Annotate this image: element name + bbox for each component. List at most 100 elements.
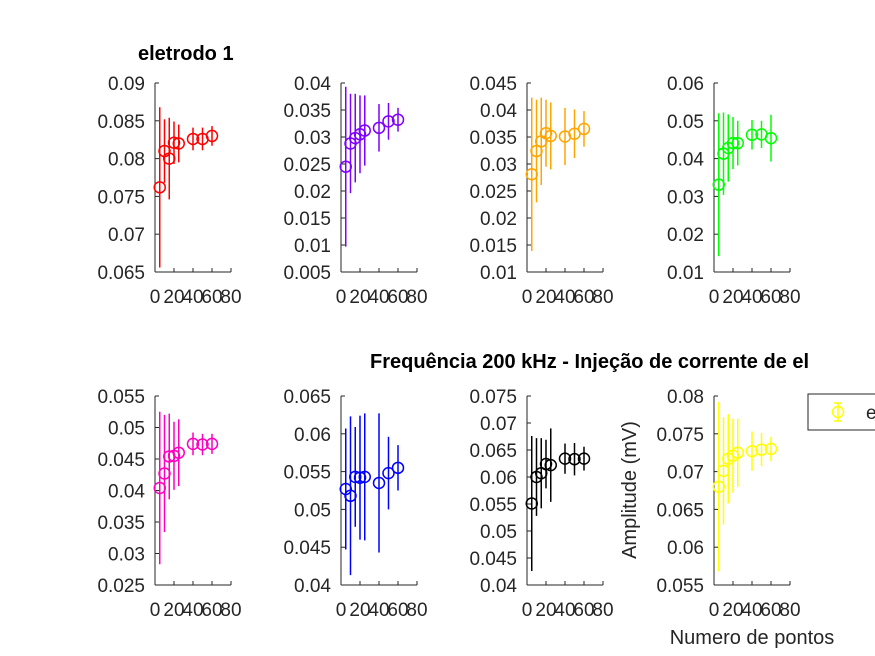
x-tick-label: 60 bbox=[760, 600, 781, 621]
subplot-5: 0.025 0.03 0.035 0.04 0.045 0.05 0.055 0 2040608… bbox=[97, 387, 241, 621]
y-tick-label: 0.05 bbox=[294, 500, 331, 521]
y-tick-label: 0.04 bbox=[294, 74, 331, 95]
x-tick-label: 40 bbox=[741, 287, 762, 308]
point-marker bbox=[558, 452, 572, 465]
y-tick-label: 0.055 bbox=[469, 495, 517, 516]
y-tick-label: 0.08 bbox=[108, 150, 145, 171]
y-tick-label: 0.035 bbox=[469, 128, 517, 149]
legend-entry-label: e bbox=[866, 403, 875, 424]
data-point bbox=[205, 433, 219, 454]
x-tick-label: 20 bbox=[349, 287, 370, 308]
point-marker bbox=[544, 129, 557, 143]
y-tick-label: 0.015 bbox=[283, 209, 331, 230]
data-point bbox=[172, 419, 185, 487]
point-marker bbox=[186, 132, 200, 146]
data-point bbox=[568, 109, 581, 159]
data-point bbox=[530, 99, 543, 203]
point-marker bbox=[577, 122, 591, 136]
y-tick-label: 0.025 bbox=[97, 576, 145, 597]
data-point bbox=[372, 413, 386, 553]
point-marker bbox=[391, 461, 405, 475]
data-point bbox=[153, 107, 166, 268]
y-tick-label: 0.045 bbox=[283, 538, 331, 559]
data-point bbox=[717, 417, 730, 525]
y-tick-label: 0.065 bbox=[97, 263, 145, 284]
y-tick-label: 0.01 bbox=[480, 263, 517, 284]
y-tick-label: 0.075 bbox=[656, 425, 704, 446]
x-axis-label: Numero de pontos bbox=[670, 627, 835, 649]
point-marker bbox=[205, 129, 219, 143]
x-tick-label: 80 bbox=[779, 287, 800, 308]
y-tick-label: 0.085 bbox=[97, 112, 145, 133]
subplot-2: 0.005 0.01 0.015 0.02 0.025 0.03 0.035 0.04 0 204… bbox=[283, 74, 427, 308]
point-marker bbox=[745, 444, 759, 458]
x-tick-label: 60 bbox=[201, 600, 222, 621]
y-tick-label: 0.055 bbox=[656, 576, 704, 597]
y-tick-label: 0.045 bbox=[469, 74, 517, 95]
point-marker bbox=[372, 121, 386, 135]
chart-title-left: eletrodo 1 bbox=[138, 43, 234, 65]
y-tick-label: 0.04 bbox=[108, 482, 145, 503]
data-point bbox=[535, 438, 548, 509]
point-marker bbox=[358, 124, 371, 137]
point-marker bbox=[755, 443, 768, 456]
y-axis-label: Amplitude (mV) bbox=[619, 421, 641, 559]
y-tick-label: 0.045 bbox=[469, 549, 517, 570]
x-tick-label: 40 bbox=[368, 287, 389, 308]
data-point bbox=[764, 114, 778, 162]
x-tick-label: 80 bbox=[779, 600, 800, 621]
legend-swatch-icon bbox=[831, 402, 845, 422]
point-marker bbox=[731, 446, 744, 459]
point-marker bbox=[186, 437, 200, 451]
x-tick-label: 0 bbox=[336, 287, 347, 308]
y-tick-label: 0.045 bbox=[97, 450, 145, 471]
data-point bbox=[205, 126, 219, 146]
y-tick-label: 0.055 bbox=[283, 463, 331, 484]
data-point bbox=[731, 120, 744, 166]
y-tick-label: 0.065 bbox=[469, 441, 517, 462]
y-tick-label: 0.06 bbox=[294, 425, 331, 446]
data-point bbox=[391, 107, 405, 132]
point-marker bbox=[544, 458, 557, 472]
point-marker bbox=[382, 115, 395, 128]
x-tick-label: 40 bbox=[182, 600, 203, 621]
y-tick-label: 0.06 bbox=[667, 74, 704, 95]
data-point bbox=[558, 443, 572, 474]
y-tick-label: 0.05 bbox=[480, 522, 517, 543]
x-tick-label: 0 bbox=[150, 287, 161, 308]
y-tick-label: 0.08 bbox=[667, 387, 704, 408]
subplot-3: 0.01 0.015 0.02 0.025 0.03 0.035 0.04 0.045 0 204… bbox=[469, 74, 613, 308]
legend: e bbox=[807, 393, 875, 431]
y-tick-label: 0.07 bbox=[480, 414, 517, 435]
data-point bbox=[764, 436, 778, 462]
y-tick-label: 0.01 bbox=[667, 263, 704, 284]
y-tick-label: 0.09 bbox=[108, 74, 145, 95]
data-point bbox=[544, 102, 557, 170]
point-marker bbox=[196, 438, 209, 451]
data-point bbox=[344, 416, 357, 576]
data-point bbox=[745, 431, 759, 471]
y-tick-label: 0.04 bbox=[480, 576, 517, 597]
x-tick-label: 60 bbox=[387, 287, 408, 308]
point-marker bbox=[372, 476, 386, 490]
y-tick-label: 0.06 bbox=[667, 538, 704, 559]
data-point bbox=[544, 428, 557, 502]
x-tick-label: 60 bbox=[201, 287, 222, 308]
data-point bbox=[712, 402, 725, 572]
point-marker bbox=[731, 136, 744, 150]
y-tick-label: 0.02 bbox=[294, 182, 331, 203]
y-tick-label: 0.01 bbox=[294, 236, 331, 257]
y-tick-label: 0.03 bbox=[667, 187, 704, 208]
x-tick-label: 0 bbox=[522, 287, 533, 308]
point-marker bbox=[205, 437, 219, 451]
data-point bbox=[731, 418, 744, 487]
x-tick-label: 60 bbox=[387, 600, 408, 621]
x-tick-label: 20 bbox=[722, 287, 743, 308]
y-tick-label: 0.07 bbox=[667, 463, 704, 484]
data-point bbox=[382, 436, 395, 510]
